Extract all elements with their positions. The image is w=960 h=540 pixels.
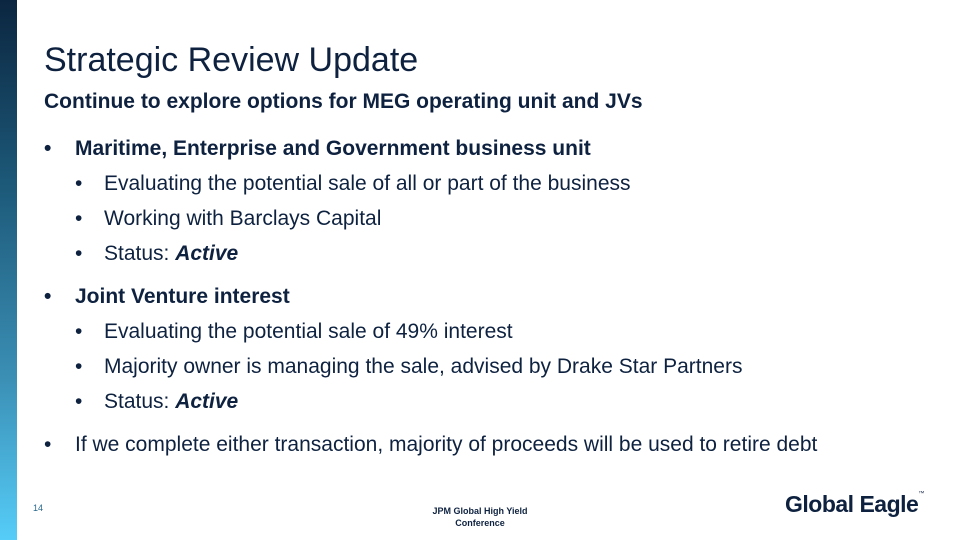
- bullet-icon: •: [75, 207, 83, 230]
- sub-bullet-item: • Status: Active: [75, 390, 239, 413]
- status-value: Active: [175, 242, 239, 265]
- accent-gradient-bar: [0, 0, 17, 540]
- company-logo: Global Eagle™: [785, 491, 924, 518]
- bullet-icon: •: [75, 390, 83, 413]
- bullet-item: • If we complete either transaction, majo…: [44, 433, 818, 456]
- bullet-icon: •: [44, 433, 52, 456]
- footer-event-line1: JPM Global High Yield: [432, 506, 528, 516]
- sub-bullet-item: • Evaluating the potential sale of 49% in…: [75, 320, 513, 343]
- footer-event: JPM Global High Yield Conference: [380, 505, 580, 529]
- page-title: Strategic Review Update: [44, 41, 419, 79]
- bullet-icon: •: [75, 320, 83, 343]
- page-number: 14: [33, 503, 44, 513]
- bullet-icon: •: [44, 137, 52, 160]
- bullet-item: • Joint Venture interest: [44, 285, 290, 308]
- bullet-icon: •: [75, 172, 83, 195]
- bullet-icon: •: [44, 285, 52, 308]
- page-subtitle: Continue to explore options for MEG oper…: [44, 90, 643, 113]
- logo-text: Global Eagle: [785, 491, 919, 517]
- sub-bullet-item: • Status: Active: [75, 242, 239, 265]
- sub-bullet-item: • Working with Barclays Capital: [75, 207, 382, 230]
- sub-bullet-item: • Majority owner is managing the sale, ad…: [75, 355, 743, 378]
- sub-bullet-item: • Evaluating the potential sale of all or…: [75, 172, 631, 195]
- bullet-item: • Maritime, Enterprise and Government bus…: [44, 137, 591, 160]
- trademark-mark: ™: [918, 491, 924, 497]
- footer-event-line2: Conference: [455, 518, 505, 528]
- bullet-icon: •: [75, 242, 83, 265]
- status-value: Active: [175, 390, 239, 413]
- bullet-icon: •: [75, 355, 83, 378]
